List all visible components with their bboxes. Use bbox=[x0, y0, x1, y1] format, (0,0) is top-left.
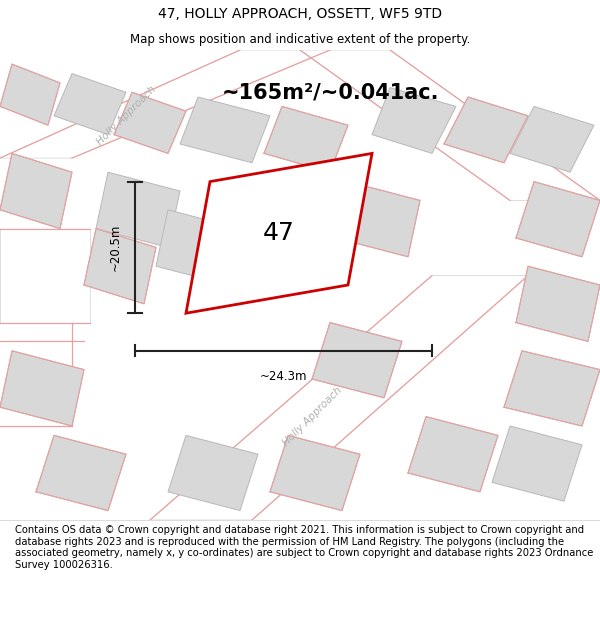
Polygon shape bbox=[492, 426, 582, 501]
Polygon shape bbox=[270, 436, 360, 511]
Polygon shape bbox=[372, 88, 456, 153]
Polygon shape bbox=[0, 50, 330, 158]
Text: ~24.3m: ~24.3m bbox=[260, 369, 307, 382]
Text: Map shows position and indicative extent of the property.: Map shows position and indicative extent… bbox=[130, 32, 470, 46]
Text: 47, HOLLY APPROACH, OSSETT, WF5 9TD: 47, HOLLY APPROACH, OSSETT, WF5 9TD bbox=[158, 7, 442, 21]
Polygon shape bbox=[54, 74, 126, 134]
Polygon shape bbox=[150, 276, 528, 520]
Polygon shape bbox=[408, 417, 498, 492]
Polygon shape bbox=[336, 182, 420, 257]
Polygon shape bbox=[0, 153, 72, 229]
Polygon shape bbox=[36, 436, 126, 511]
Polygon shape bbox=[504, 351, 600, 426]
Polygon shape bbox=[444, 97, 528, 162]
Text: 47: 47 bbox=[263, 221, 295, 245]
Polygon shape bbox=[516, 266, 600, 341]
Polygon shape bbox=[84, 229, 156, 304]
Polygon shape bbox=[114, 92, 186, 153]
Polygon shape bbox=[156, 210, 240, 285]
Text: ~20.5m: ~20.5m bbox=[109, 224, 122, 271]
Text: ~165m²/~0.041ac.: ~165m²/~0.041ac. bbox=[221, 82, 439, 102]
Polygon shape bbox=[96, 173, 180, 248]
Polygon shape bbox=[0, 351, 84, 426]
Text: Holly Approach: Holly Approach bbox=[95, 84, 157, 148]
Polygon shape bbox=[168, 436, 258, 511]
Polygon shape bbox=[264, 106, 348, 172]
Polygon shape bbox=[510, 106, 594, 172]
Polygon shape bbox=[180, 97, 270, 162]
Polygon shape bbox=[516, 182, 600, 257]
Polygon shape bbox=[0, 64, 60, 125]
Polygon shape bbox=[0, 229, 90, 322]
Polygon shape bbox=[312, 322, 402, 398]
Polygon shape bbox=[300, 50, 600, 201]
Polygon shape bbox=[186, 153, 372, 313]
Text: Holly Approach: Holly Approach bbox=[281, 385, 343, 448]
Text: Contains OS data © Crown copyright and database right 2021. This information is : Contains OS data © Crown copyright and d… bbox=[15, 525, 593, 570]
